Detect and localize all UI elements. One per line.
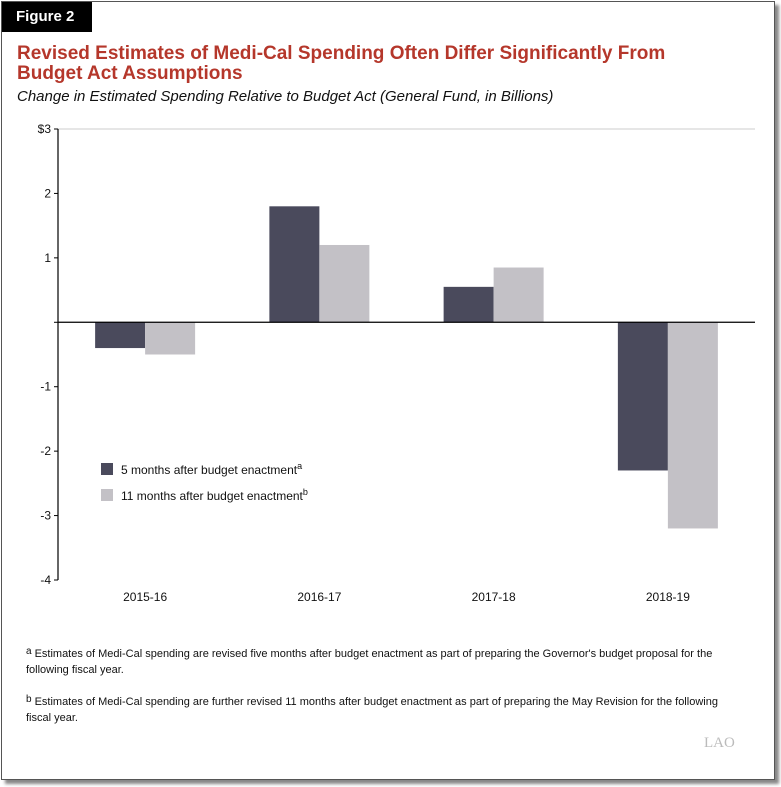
- y-tick-label: $3: [38, 122, 52, 136]
- chart-title: Revised Estimates of Medi-Cal Spending O…: [17, 43, 666, 84]
- y-tick-label: -4: [40, 573, 51, 587]
- legend-label: 5 months after budget enactmenta: [121, 461, 302, 477]
- bar-chart: $3 2 1 -1 -2 -3 -4 2015-16 2016-17 2017-18 2018-19…: [38, 122, 755, 604]
- bar-2018-19-series-2: [667, 322, 718, 529]
- legend-label: 11 months after budget enactmentb: [121, 487, 308, 503]
- footnote-b: b Estimates of Medi-Cal spending are furt…: [26, 694, 746, 726]
- y-tick-label: -1: [40, 380, 51, 394]
- y-tick-label: -2: [40, 444, 51, 458]
- legend-swatch: [101, 489, 113, 501]
- footnote-text: Estimates of Medi-Cal spending are revis…: [26, 648, 713, 676]
- x-tick-label: 2016-17: [297, 590, 341, 604]
- y-tick-label: 2: [44, 186, 51, 200]
- bar-2015-16-series-2: [145, 322, 196, 355]
- bar-2016-17-series-1: [269, 206, 320, 323]
- x-tick-label: 2018-19: [646, 590, 690, 604]
- bar-2017-18-series-1: [443, 286, 494, 323]
- y-tick-label: 1: [44, 251, 51, 265]
- y-tick-label: -3: [40, 509, 51, 523]
- lao-logo: LAO: [704, 735, 735, 751]
- bar-2017-18-series-2: [493, 267, 544, 323]
- bar-2018-19-series-1: [617, 322, 668, 471]
- chart-subtitle: Change in Estimated Spending Relative to…: [17, 88, 554, 105]
- footnote-mark: a: [26, 646, 32, 657]
- x-tick-label: 2015-16: [123, 590, 167, 604]
- figure-label: Figure 2: [2, 2, 92, 32]
- footnote-mark: b: [26, 694, 32, 705]
- bar-2015-16-series-1: [95, 322, 146, 349]
- footnote-a: a Estimates of Medi-Cal spending are revi…: [26, 646, 746, 678]
- footnote-text: Estimates of Medi-Cal spending are furth…: [26, 696, 718, 724]
- x-tick-label: 2017-18: [472, 590, 516, 604]
- bar-2016-17-series-2: [319, 244, 370, 323]
- legend-swatch: [101, 463, 113, 475]
